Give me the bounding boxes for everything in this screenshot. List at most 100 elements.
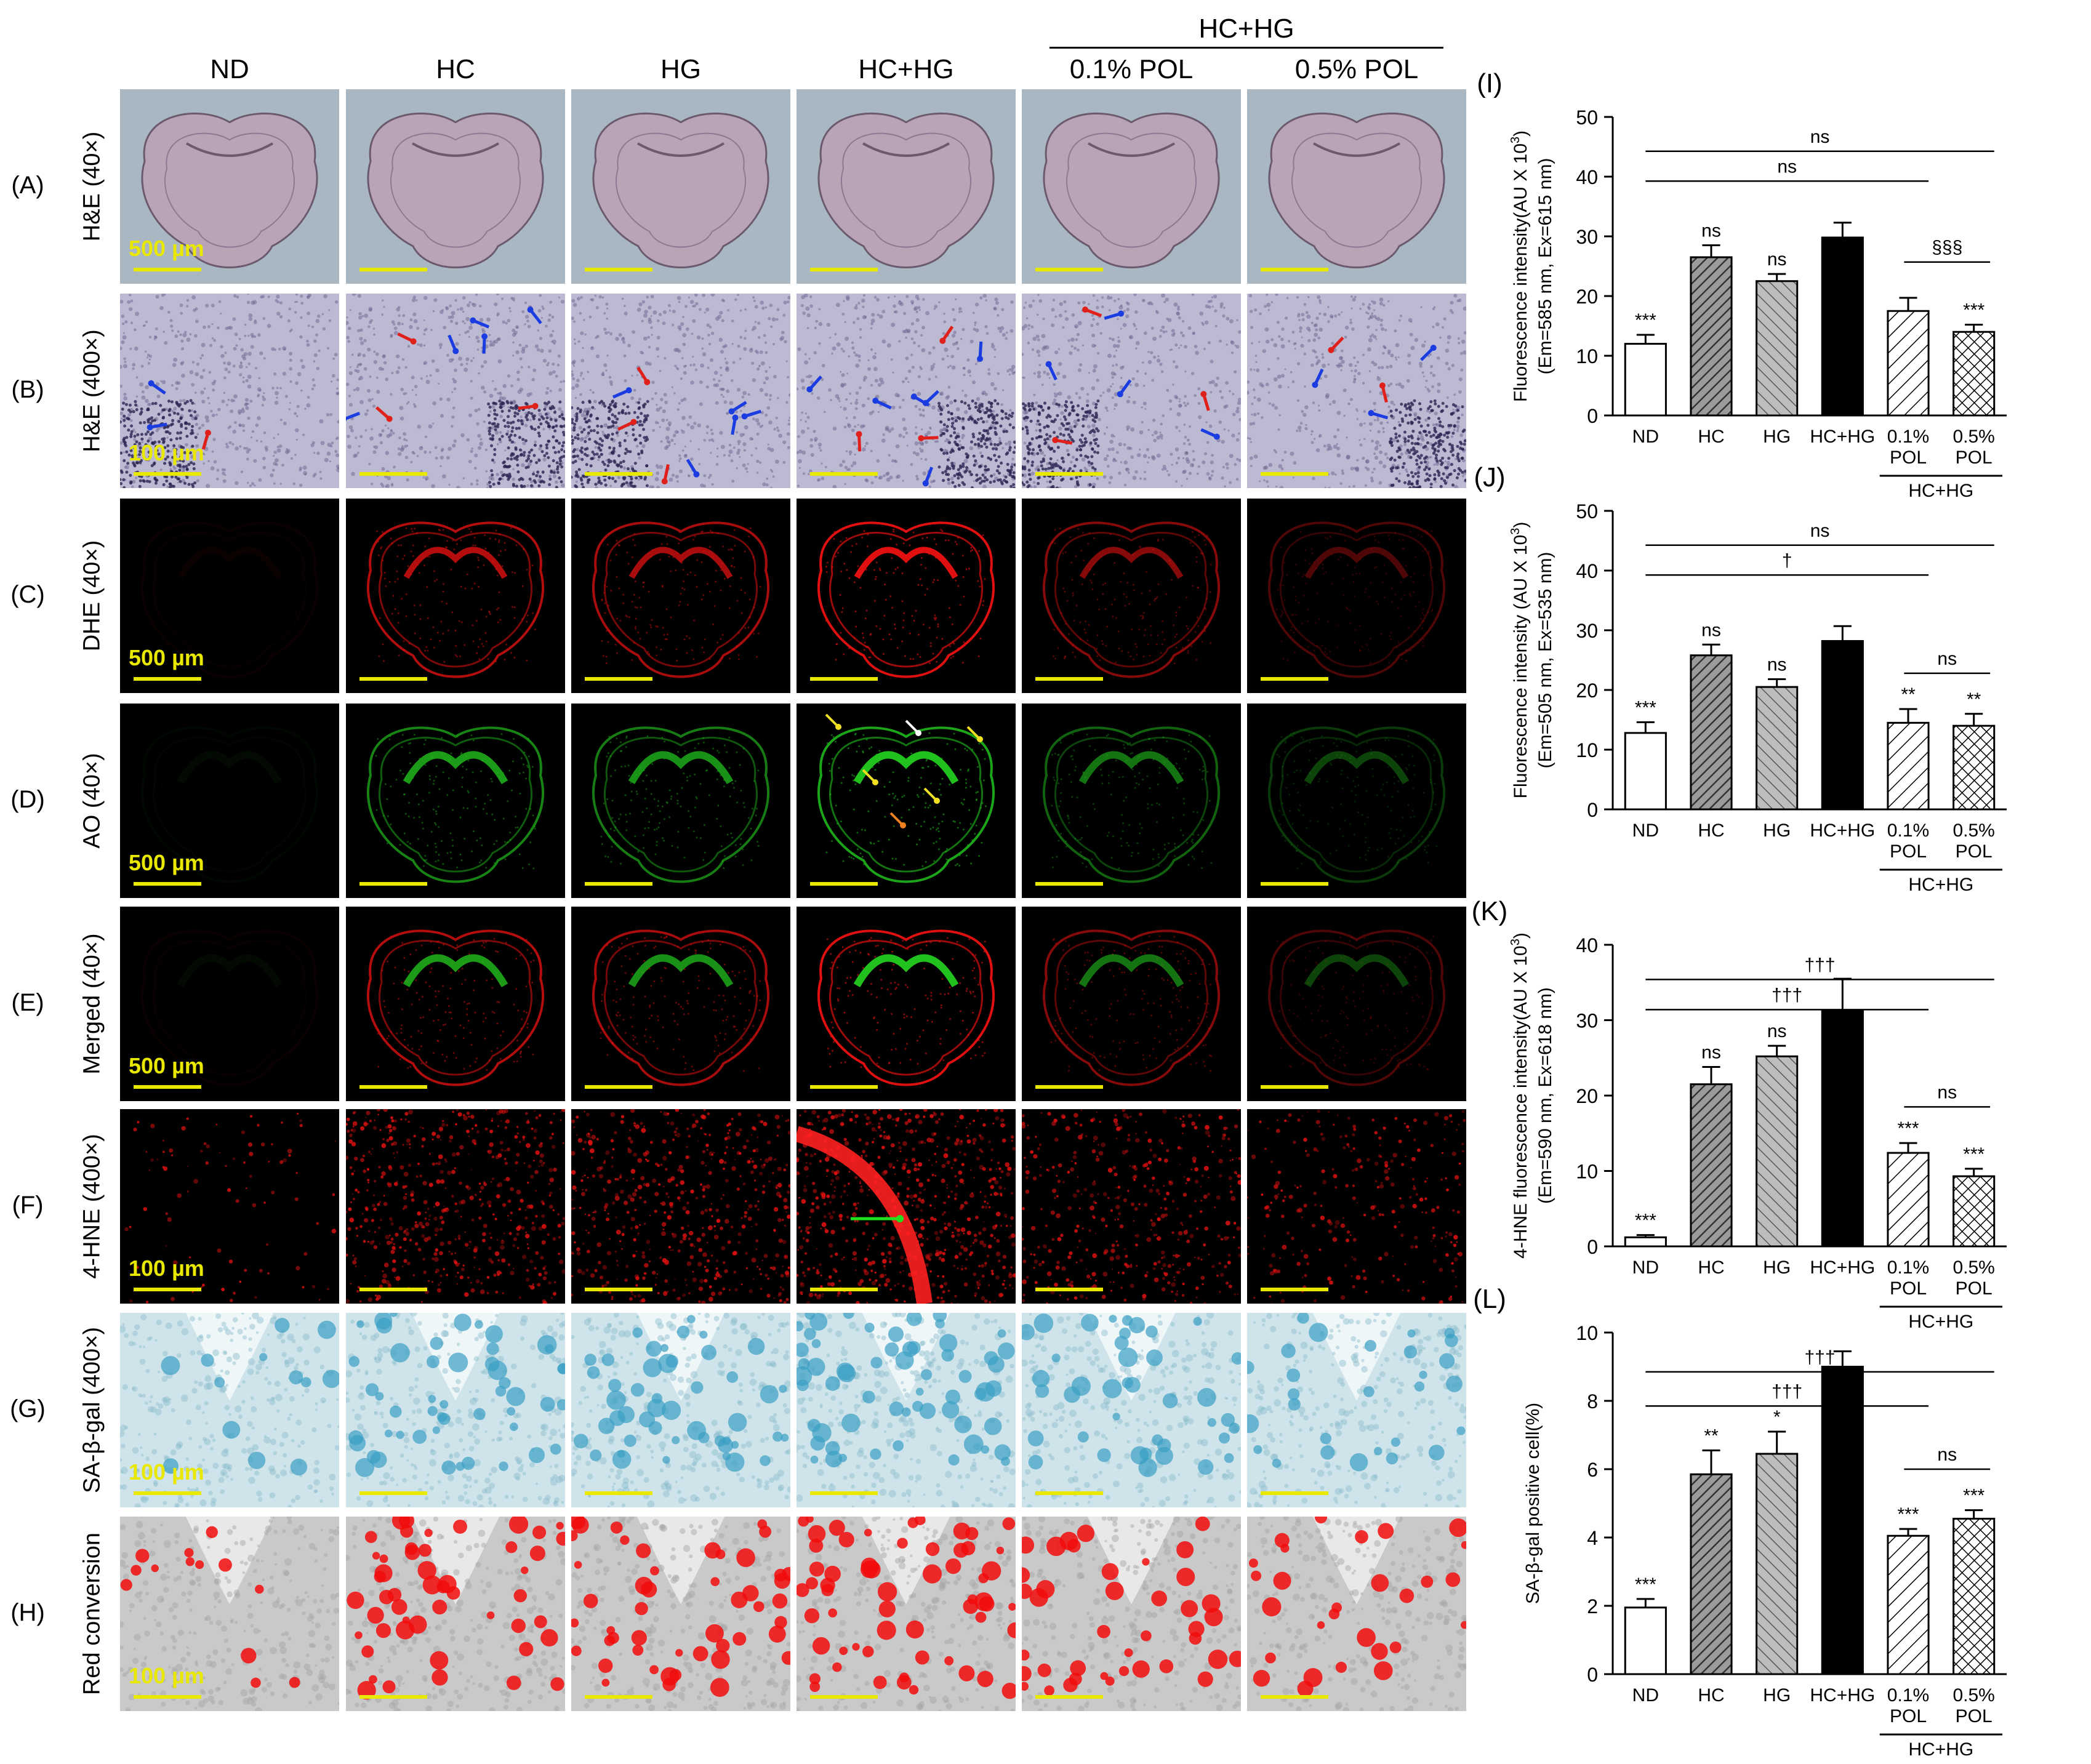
- scale-bar: [134, 1491, 201, 1495]
- x-tick-label: ND: [1632, 1257, 1659, 1278]
- micrograph-he_low-3: [797, 89, 1016, 284]
- micrograph-image: [120, 499, 339, 693]
- scale-bar: [1261, 882, 1328, 886]
- bar-2: [1756, 1453, 1799, 1675]
- micrograph-image: [346, 89, 565, 284]
- micrograph-image: [797, 704, 1016, 898]
- x-tick-label: ND: [1632, 427, 1659, 447]
- micrograph-redconv-3: [797, 1517, 1016, 1711]
- y-tick-label: 30: [1576, 226, 1598, 248]
- scale-bar: [134, 268, 201, 271]
- micrograph-ao-2: [571, 704, 790, 898]
- scale-bar: [134, 1085, 201, 1089]
- scale-bar: [1261, 1288, 1328, 1291]
- micrograph-dhe-0: 500 µm: [120, 499, 339, 693]
- scale-bar: [585, 268, 652, 271]
- micrograph-image: [1247, 1517, 1466, 1711]
- x-tick-label: 0.1%: [1887, 427, 1929, 447]
- micrograph-image: [346, 294, 565, 488]
- x-tick-label: POL: [1890, 1706, 1927, 1726]
- bar-2: [1756, 280, 1799, 417]
- micrograph-dhe-5: [1247, 499, 1466, 693]
- chart-panel-letter: (K): [1472, 896, 1508, 926]
- scale-bar: [1261, 268, 1328, 271]
- x-tick-label: 0.1%: [1887, 1257, 1929, 1278]
- scale-bar: [1261, 472, 1328, 476]
- y-tick-label: 10: [1576, 345, 1598, 367]
- significance-label: ns: [1767, 655, 1787, 675]
- chart-panel-letter: (J): [1474, 462, 1505, 492]
- micrograph-image: [1247, 907, 1466, 1101]
- row-letter-1: (B): [11, 376, 44, 403]
- bar-0: [1624, 343, 1667, 417]
- scale-bar: [810, 1695, 878, 1699]
- significance-label: ns: [1701, 1042, 1721, 1062]
- bar-3: [1821, 1366, 1864, 1675]
- micrograph-hne-0: 100 µm: [120, 1109, 339, 1304]
- micrograph-image: [571, 907, 790, 1101]
- bracket-label: †††: [1772, 985, 1802, 1005]
- x-tick-label: POL: [1890, 447, 1927, 468]
- micrograph-image: [571, 89, 790, 284]
- chart-panel-letter: (L): [1473, 1284, 1506, 1314]
- micrograph-merged-0: 500 µm: [120, 907, 339, 1101]
- x-tick-label: HC: [1698, 820, 1724, 841]
- x-tick-label: HC+HG: [1810, 427, 1875, 447]
- micrograph-image: [571, 499, 790, 693]
- scale-bar: [585, 1085, 652, 1089]
- scale-bar-label: 500 µm: [129, 850, 204, 875]
- micrograph-redconv-4: [1022, 1517, 1241, 1711]
- micrograph-image: [571, 294, 790, 488]
- column-header-4: 0.1% POL: [1069, 54, 1194, 84]
- significance-label: ***: [1635, 1574, 1656, 1595]
- micrograph-image: [1022, 1313, 1241, 1507]
- micrograph-hne-3: [797, 1109, 1016, 1304]
- micrograph-image: [797, 907, 1016, 1101]
- scale-bar: [1035, 677, 1103, 681]
- y-tick-label: 50: [1576, 106, 1598, 129]
- bar-0: [1624, 1606, 1667, 1675]
- bar-3: [1821, 236, 1864, 417]
- scale-bar-label: 100 µm: [129, 1663, 204, 1688]
- x-tick-label: 0.1%: [1887, 1685, 1929, 1706]
- bar-4: [1887, 1152, 1930, 1248]
- scale-bar: [585, 677, 652, 681]
- micrograph-sagal-2: [571, 1313, 790, 1507]
- significance-label: **: [1901, 684, 1916, 705]
- scale-bar: [359, 1085, 427, 1089]
- x-tick-label: POL: [1890, 1278, 1927, 1299]
- micrograph-merged-3: [797, 907, 1016, 1101]
- scale-bar: [585, 1491, 652, 1495]
- x-tick-label: 0.5%: [1953, 1685, 1994, 1706]
- y-tick-label: 40: [1576, 166, 1598, 188]
- y-axis-label: (Em=590 nm, Ex=618 nm): [1535, 987, 1555, 1204]
- bracket-label: ns: [1937, 1445, 1957, 1465]
- scale-bar: [1035, 1695, 1103, 1699]
- row-letter-7: (H): [10, 1599, 45, 1626]
- bar-3: [1821, 1009, 1864, 1248]
- bar-5: [1953, 331, 1996, 417]
- scale-bar: [1035, 472, 1103, 476]
- scale-bar: [810, 472, 878, 476]
- micrograph-he_high-5: [1247, 294, 1466, 488]
- micrograph-ao-0: 500 µm: [120, 704, 339, 898]
- scale-bar: [359, 882, 427, 886]
- y-tick-label: 50: [1576, 500, 1598, 523]
- x-tick-label: HG: [1763, 427, 1791, 447]
- group-label: HC+HG: [1908, 1312, 1973, 1332]
- micrograph-dhe-1: [346, 499, 565, 693]
- row-letter-2: (C): [10, 581, 45, 608]
- micrograph-image: [120, 704, 339, 898]
- micrograph-hne-5: [1247, 1109, 1466, 1304]
- micrograph-he_low-1: [346, 89, 565, 284]
- micrograph-image: [797, 1313, 1016, 1507]
- micrograph-redconv-1: [346, 1517, 565, 1711]
- micrograph-image: [120, 1313, 339, 1507]
- bar-5: [1953, 1517, 1996, 1675]
- row-letter-4: (E): [11, 989, 44, 1016]
- x-tick-label: 0.5%: [1953, 427, 1994, 447]
- micrograph-image: [1247, 89, 1466, 284]
- micrograph-image: [1022, 89, 1241, 284]
- bar-2: [1756, 686, 1799, 811]
